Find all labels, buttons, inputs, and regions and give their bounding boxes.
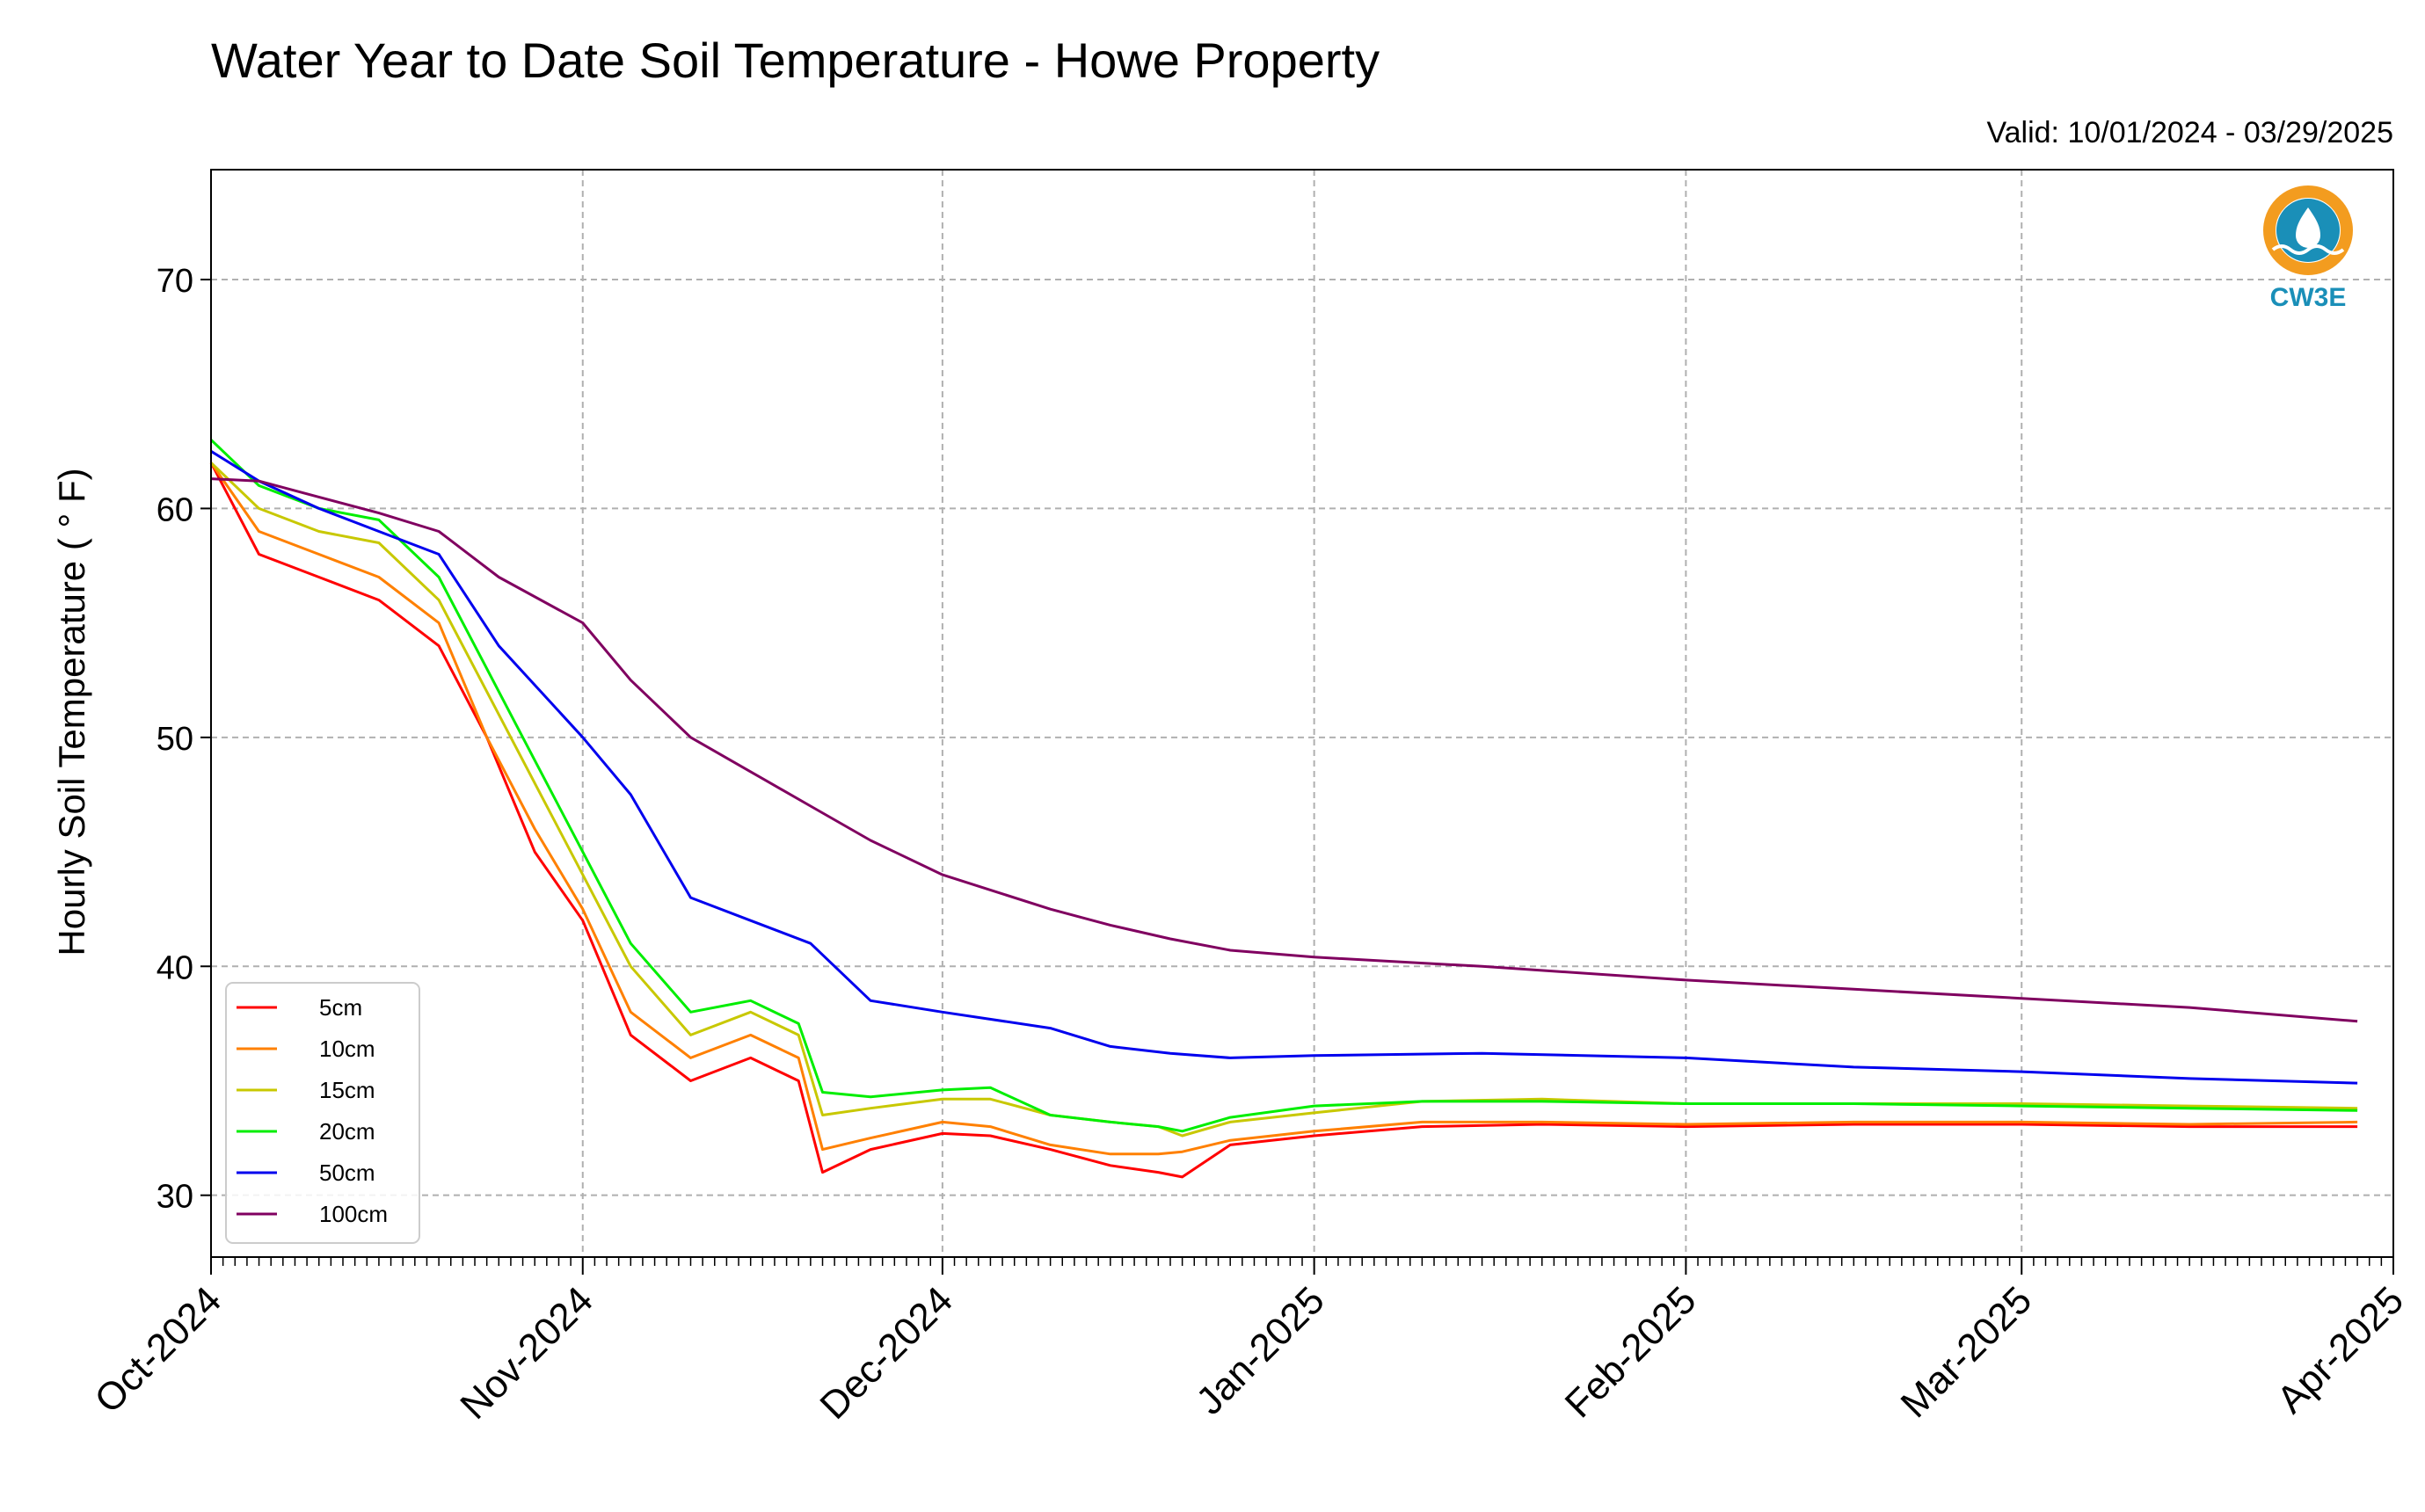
y-tick-label: 40 xyxy=(157,949,193,986)
cw3e-logo: CW3E xyxy=(2263,185,2353,312)
legend-label: 15cm xyxy=(319,1077,375,1103)
series-layer xyxy=(209,439,2358,1179)
grid xyxy=(210,170,2394,1257)
logo-ring-icon xyxy=(2263,185,2353,275)
y-tick-label: 50 xyxy=(157,721,193,758)
series-line-20cm xyxy=(209,439,2358,1133)
legend-label: 50cm xyxy=(319,1159,375,1186)
logo-drop-icon xyxy=(2296,207,2320,248)
x-tick-label: Jan-2025 xyxy=(1188,1278,1332,1422)
x-tick-label: Dec-2024 xyxy=(812,1278,961,1428)
y-tick-label: 60 xyxy=(157,491,193,528)
x-tick-label: Apr-2025 xyxy=(2268,1278,2412,1421)
legend-label: 100cm xyxy=(319,1201,388,1227)
y-axis-label: Hourly Soil Temperature ( ° F) xyxy=(51,468,92,956)
legend: 5cm 10cm 15cm 20cm 50cm 100cm xyxy=(225,982,420,1244)
y-axis: 30 40 50 60 70 xyxy=(157,263,211,1216)
series-line-15cm xyxy=(209,462,2358,1138)
x-tick-label: Feb-2025 xyxy=(1557,1278,1705,1426)
y-tick-label: 70 xyxy=(157,263,193,300)
plot-frame xyxy=(210,169,2394,1258)
chart-subtitle: Valid: 10/01/2024 - 03/29/2025 xyxy=(1986,116,2393,149)
logo-wave-icon xyxy=(2271,244,2345,255)
x-tick-label: Oct-2024 xyxy=(86,1278,229,1421)
x-axis: Oct-2024 Nov-2024 Dec-2024 Jan-2025 Feb-2025… xyxy=(86,1257,2412,1428)
x-tick-label: Nov-2024 xyxy=(452,1278,601,1428)
series-line-5cm xyxy=(209,462,2358,1179)
legend-label: 5cm xyxy=(319,994,362,1021)
legend-label: 20cm xyxy=(319,1118,375,1145)
chart-title: Water Year to Date Soil Temperature - Ho… xyxy=(211,33,1380,88)
y-tick-label: 30 xyxy=(157,1179,193,1216)
series-line-100cm xyxy=(210,477,2358,1023)
logo-text: CW3E xyxy=(2270,283,2347,312)
x-tick-label: Mar-2025 xyxy=(1893,1278,2041,1426)
series-line-50cm xyxy=(210,450,2358,1085)
series-line-10cm xyxy=(209,462,2358,1156)
legend-label: 10cm xyxy=(319,1036,375,1062)
